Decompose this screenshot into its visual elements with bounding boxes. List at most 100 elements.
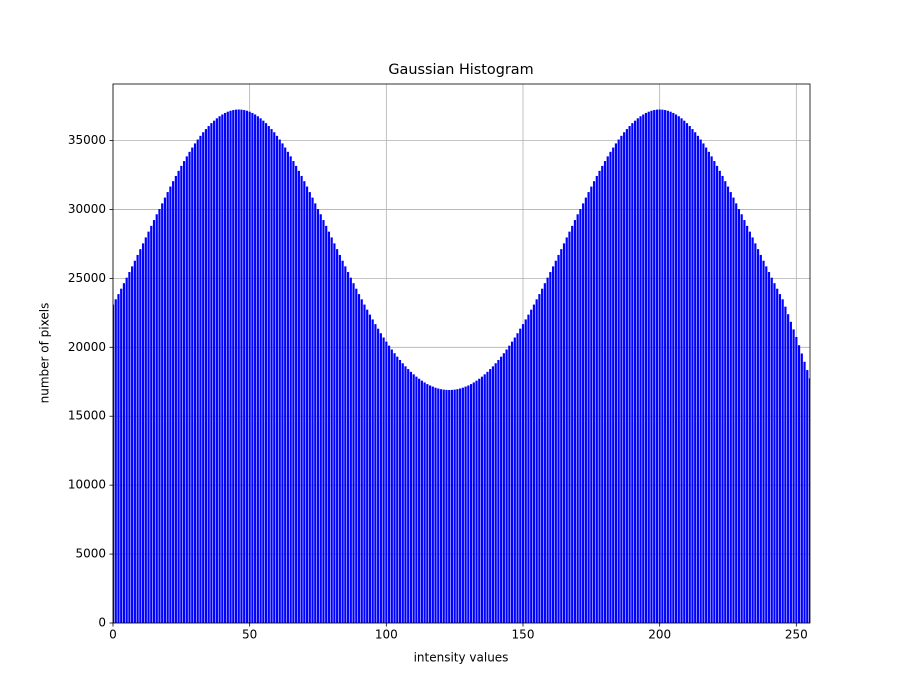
bar [426,384,429,623]
bar [705,147,708,623]
bar [445,389,448,623]
bar [330,237,333,623]
bar [245,110,249,623]
bar [620,135,623,623]
bar [355,288,358,623]
bar [300,175,303,623]
bar [336,249,339,623]
bar [264,123,268,623]
bar [762,260,765,623]
chart-title: Gaussian Histogram [388,62,533,78]
bar [295,165,298,623]
bar [538,294,541,623]
bar [128,272,131,623]
bar [161,203,164,623]
bar [623,132,626,623]
bar [680,118,683,623]
bar [565,237,568,623]
bar [502,353,505,623]
bar [601,165,604,623]
bar [371,319,374,623]
bar [185,156,188,623]
bar [390,349,393,623]
bar [243,110,246,623]
bar [699,139,702,623]
y-tick-label: 0 [98,616,106,630]
bar [469,384,473,623]
bar [543,283,546,623]
bar [642,114,645,623]
bar [573,220,577,623]
bar [508,345,511,623]
bar [718,170,721,623]
bar [409,371,413,623]
x-tick-label: 100 [375,628,398,642]
bar [305,186,309,623]
bar [464,386,467,623]
bar [653,110,656,623]
bar [612,147,615,623]
bar [385,341,388,623]
bar [710,156,713,623]
bar [694,132,697,623]
bar [480,376,484,623]
bar [434,387,437,623]
bar [113,304,115,623]
bar [614,143,618,623]
y-tick-label: 10000 [68,478,106,492]
bar [368,314,372,623]
bar [598,170,601,623]
bar [674,114,678,623]
bar [180,165,183,623]
bar [726,186,730,623]
bar [582,203,585,623]
bar [666,110,669,623]
y-axis-label: number of pixels [38,303,52,404]
bar [234,109,238,623]
bar [691,129,694,623]
bar [732,197,735,623]
bar [606,156,609,623]
bar [729,192,732,623]
bar [284,147,287,623]
bar [453,389,456,623]
bar [576,214,579,623]
bar [360,299,363,623]
bar [357,294,361,623]
bar [144,237,147,623]
bar [117,294,120,623]
bar [114,299,117,623]
y-tick-label: 20000 [68,340,106,354]
bar [131,266,134,623]
bar [327,231,331,623]
bar [226,111,229,623]
bar [644,112,648,623]
bar [562,243,566,623]
bar [125,277,128,623]
bar [382,337,385,623]
bar [806,370,809,623]
bar [541,288,544,623]
bar [374,324,377,623]
bar [420,380,423,623]
bar [363,304,366,623]
bar [639,116,642,623]
bar [658,109,661,623]
bar [401,363,404,623]
bar [789,321,792,623]
bar [773,283,776,623]
bar [166,192,169,623]
bar [133,260,136,623]
bar [188,151,191,623]
x-axis-label: intensity values [414,651,509,665]
bar [210,123,213,623]
bar [661,109,664,623]
bar [155,214,158,623]
bar [428,385,432,623]
bar [450,389,454,623]
bar [669,111,672,623]
bar [182,161,186,623]
bar [349,277,352,623]
bar [297,170,300,623]
bar [778,294,782,623]
